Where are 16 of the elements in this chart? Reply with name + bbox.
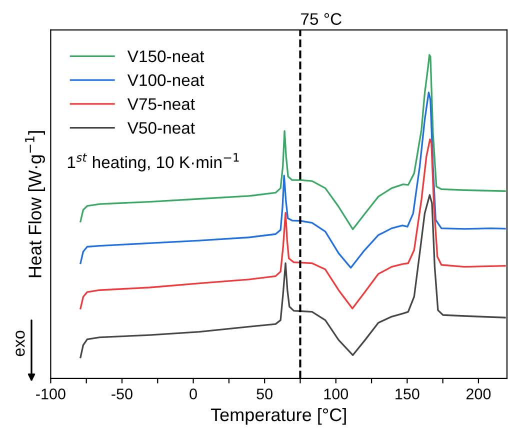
legend-label: V50-neat <box>127 122 195 134</box>
x-tick-label: 0 <box>190 388 197 400</box>
y-axis-title: Heat Flow [W·g$^{−1}$] <box>25 131 45 278</box>
text: exo <box>16 330 25 356</box>
x-axis-title: Temperature [°C] <box>210 408 346 425</box>
annotation: 1$^{st}$ heating, 10 K·min$^{−1}$ <box>68 153 239 172</box>
x-tick-label: 50 <box>256 388 272 400</box>
x-tick-label: 150 <box>396 388 420 400</box>
x-tick-label: 200 <box>466 388 491 400</box>
legend-label: V150-neat <box>127 50 204 62</box>
x-tick-label: -50 <box>112 388 132 400</box>
x-tick-label: 100 <box>324 388 348 400</box>
x-tick-label: -100 <box>36 388 66 400</box>
ref-line-label: 75 °C <box>301 13 342 25</box>
legend-label: V75-neat <box>127 98 195 110</box>
legend-label: V100-neat <box>127 74 204 86</box>
